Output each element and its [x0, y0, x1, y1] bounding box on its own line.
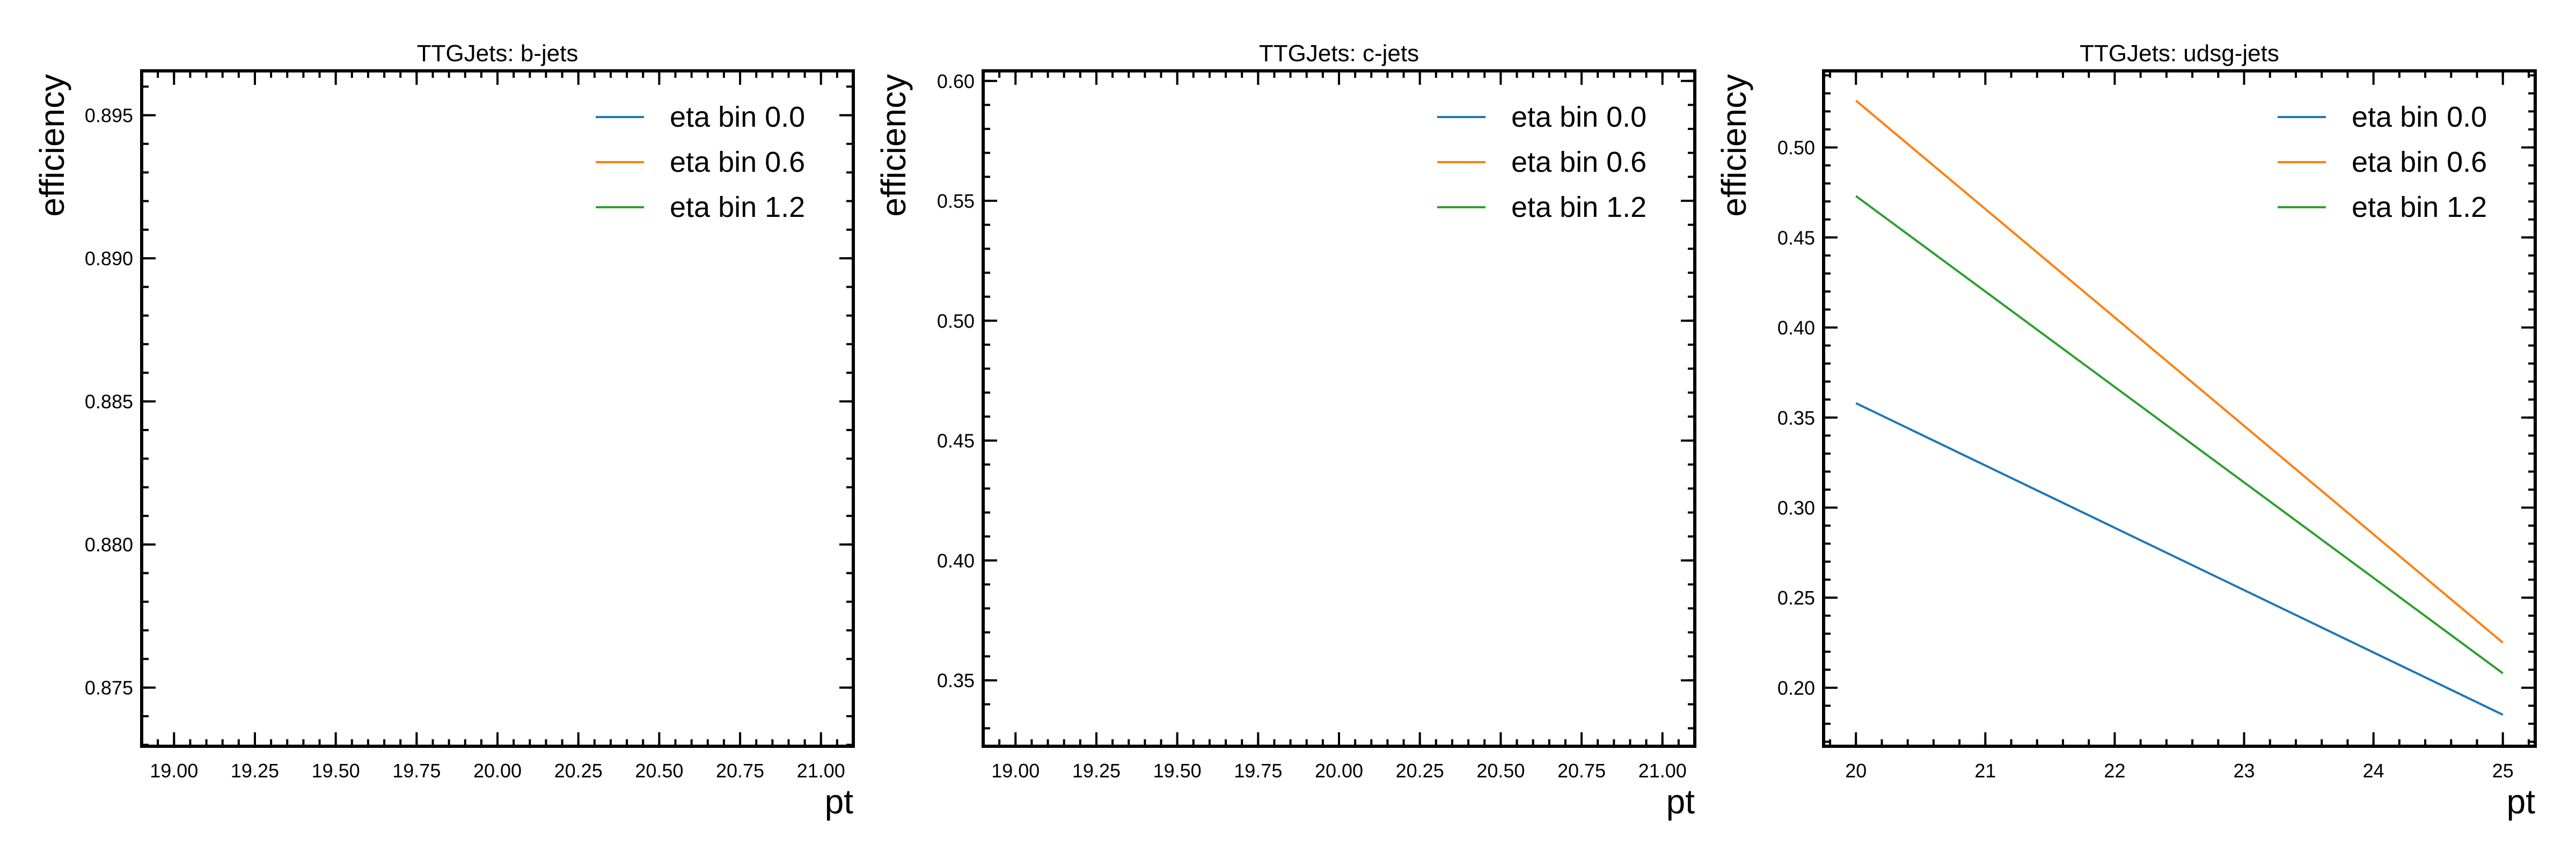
- x-tick-label: 23: [2234, 760, 2255, 782]
- x-tick-label: 19.75: [392, 760, 441, 782]
- series-line-0: [1855, 402, 2504, 716]
- series-layer: [1855, 99, 2504, 716]
- legend-entry: eta bin 0.0: [1511, 101, 1646, 133]
- y-tick-label: 0.55: [937, 190, 975, 212]
- x-tick-label: 19.25: [1072, 760, 1121, 782]
- y-tick-label: 0.45: [1777, 227, 1815, 249]
- y-tick-label: 0.60: [937, 70, 975, 92]
- x-tick-label: 25: [2492, 760, 2514, 782]
- x-tick-label: 20.50: [1476, 760, 1525, 782]
- y-tick-label: 0.880: [85, 534, 133, 556]
- x-tick-label: 19.25: [231, 760, 279, 782]
- legend: eta bin 0.0 eta bin 0.6 eta bin 1.2: [1437, 101, 1646, 223]
- y-tick-label: 0.40: [937, 550, 975, 572]
- panel-udsg-jets: TTGJets: udsg-jets efficiency pt 20 21 22 2…: [1715, 40, 2537, 821]
- series-line-1: [1855, 99, 2504, 644]
- legend-entry: eta bin 0.6: [670, 146, 805, 178]
- chart-title: TTGJets: b-jets: [417, 40, 579, 67]
- x-tick-label: 21: [1974, 760, 1996, 782]
- x-tick-label: 19.75: [1234, 760, 1282, 782]
- x-tick-label: 22: [2104, 760, 2125, 782]
- legend-entry: eta bin 1.2: [1511, 191, 1646, 223]
- y-tick-label: 0.50: [937, 310, 975, 332]
- x-tick-label: 20.00: [1315, 760, 1363, 782]
- legend-entry: eta bin 0.0: [670, 101, 805, 133]
- x-axis-label: pt: [1666, 782, 1695, 821]
- plot-frame: [1822, 69, 2537, 748]
- legend-entry: eta bin 0.6: [2352, 146, 2487, 178]
- x-tick-label: 24: [2363, 760, 2384, 782]
- legend: eta bin 0.0 eta bin 0.6 eta bin 1.2: [2278, 101, 2487, 223]
- chart-title: TTGJets: c-jets: [1259, 40, 1419, 67]
- x-tick-label: 21.00: [797, 760, 845, 782]
- y-axis-label: efficiency: [1715, 74, 1753, 217]
- x-axis-label: pt: [2507, 782, 2536, 821]
- plot-frame: [140, 69, 855, 748]
- legend-entry: eta bin 1.2: [670, 191, 805, 223]
- x-axis-label: pt: [825, 782, 854, 821]
- y-tick-label: 0.50: [1777, 137, 1815, 159]
- y-tick-label: 0.875: [85, 677, 133, 699]
- y-tick-label: 0.35: [1777, 407, 1815, 429]
- y-tick-label: 0.30: [1777, 497, 1815, 519]
- axis-ticks: 19.00 19.25 19.50 19.75 20.00 20.25 20.50 20.75…: [85, 71, 854, 782]
- y-tick-label: 0.20: [1777, 677, 1815, 699]
- series-line-2: [1855, 195, 2504, 674]
- y-tick-label: 0.895: [85, 105, 133, 127]
- axis-ticks: 19.00 19.25 19.50 19.75 20.00 20.25 20.50 20.75…: [937, 70, 1696, 782]
- x-tick-label: 20.25: [554, 760, 603, 782]
- panel-b-jets: TTGJets: b-jets efficiency pt 19.00 19.25…: [33, 40, 855, 821]
- x-tick-label: 20.25: [1396, 760, 1444, 782]
- legend-entry: eta bin 1.2: [2352, 191, 2487, 223]
- y-tick-label: 0.890: [85, 247, 133, 270]
- y-axis-label: efficiency: [33, 74, 71, 217]
- legend-entry: eta bin 0.0: [2352, 101, 2487, 133]
- y-axis-label: efficiency: [874, 74, 913, 217]
- x-tick-label: 20.00: [473, 760, 522, 782]
- x-tick-label: 20: [1845, 760, 1867, 782]
- x-tick-label: 19.00: [991, 760, 1040, 782]
- plot-frame: [982, 69, 1696, 748]
- x-tick-label: 19.50: [312, 760, 360, 782]
- x-tick-label: 19.00: [150, 760, 198, 782]
- x-tick-label: 20.75: [1557, 760, 1606, 782]
- chart-title: TTGJets: udsg-jets: [2080, 40, 2279, 67]
- legend-entry: eta bin 0.6: [1511, 146, 1646, 178]
- x-tick-label: 20.75: [716, 760, 764, 782]
- x-tick-label: 21.00: [1638, 760, 1687, 782]
- y-tick-label: 0.40: [1777, 317, 1815, 339]
- y-tick-label: 0.45: [937, 430, 975, 452]
- x-tick-label: 20.50: [635, 760, 683, 782]
- y-tick-label: 0.885: [85, 391, 133, 413]
- y-tick-label: 0.35: [937, 669, 975, 691]
- legend: eta bin 0.0 eta bin 0.6 eta bin 1.2: [596, 101, 805, 223]
- y-tick-label: 0.25: [1777, 587, 1815, 609]
- panel-c-jets: TTGJets: c-jets efficiency pt 19.00 19.25…: [874, 40, 1696, 821]
- x-tick-label: 19.50: [1153, 760, 1202, 782]
